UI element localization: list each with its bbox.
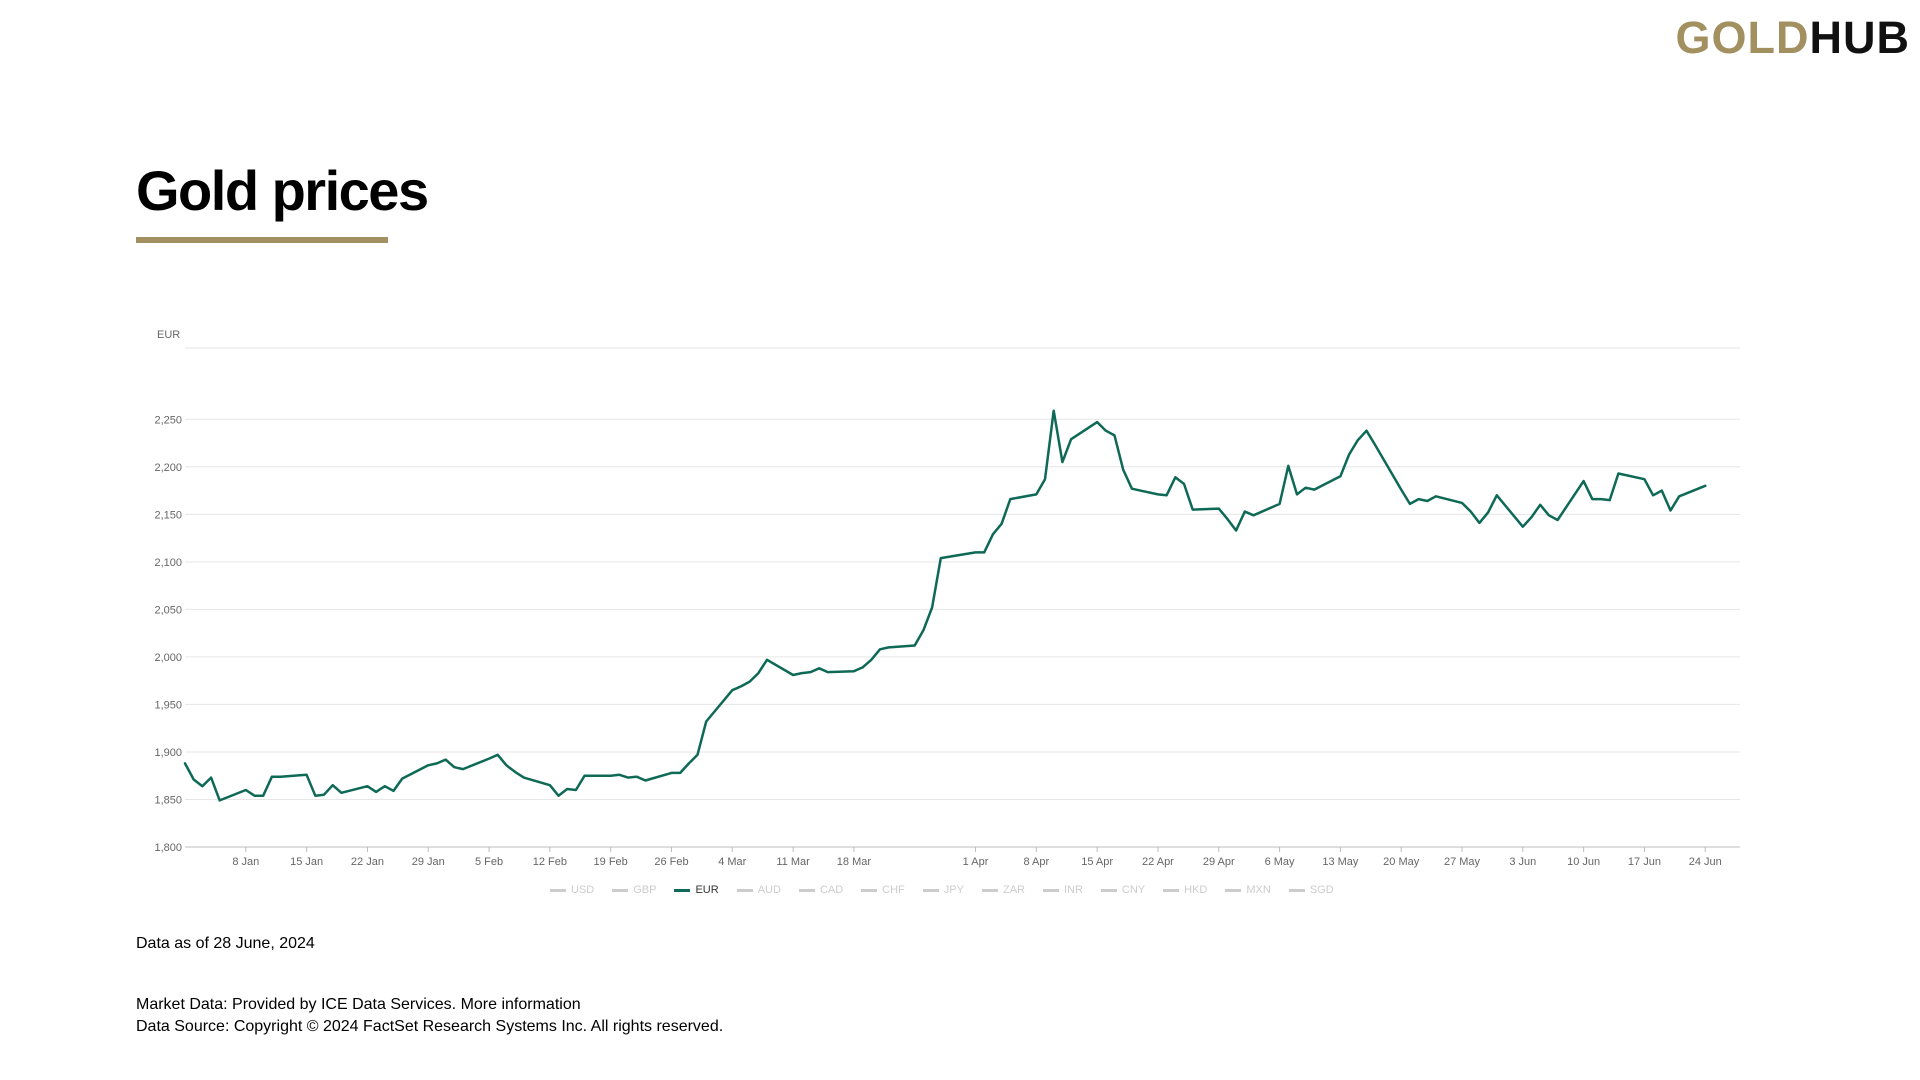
y-tick-label: 2,150 — [154, 509, 182, 521]
y-tick-label: 1,900 — [154, 747, 182, 759]
y-tick-label: 2,200 — [154, 462, 182, 474]
y-tick-label: 2,050 — [154, 604, 182, 616]
x-tick-label: 22 Jan — [351, 856, 384, 868]
x-tick-label: 29 Jan — [412, 856, 445, 868]
x-tick-label: 5 Feb — [475, 856, 503, 868]
x-tick-label: 8 Apr — [1023, 856, 1049, 868]
legend-label: CHF — [882, 884, 905, 896]
legend-item-chf[interactable]: CHF — [861, 884, 905, 896]
legend-swatch — [861, 888, 878, 892]
x-tick-label: 1 Apr — [963, 856, 989, 868]
x-tick-label: 3 Jun — [1509, 856, 1536, 868]
x-tick-label: 27 May — [1444, 856, 1481, 868]
legend-label: USD — [571, 884, 595, 896]
x-tick-label: 24 Jun — [1689, 856, 1722, 868]
y-tick-label: 2,100 — [154, 557, 182, 569]
x-tick-label: 11 Mar — [776, 856, 810, 868]
legend-swatch — [1100, 888, 1117, 892]
data-as-of-text: Data as of 28 June, 2024 — [136, 935, 315, 952]
legend-item-sgd[interactable]: SGD — [1288, 884, 1334, 896]
legend-item-gbp[interactable]: GBP — [612, 884, 656, 896]
series-line-eur — [183, 409, 1707, 802]
x-tick-label: 18 Mar — [837, 856, 872, 868]
x-tick-label: 22 Apr — [1142, 856, 1174, 868]
legend-swatch — [1288, 888, 1305, 892]
legend-label: GBP — [633, 884, 657, 896]
x-tick-label: 19 Feb — [594, 856, 628, 868]
legend-item-usd[interactable]: USD — [550, 884, 594, 896]
legend-item-mxn[interactable]: MXN — [1225, 884, 1271, 896]
legend-item-cad[interactable]: CAD — [798, 884, 844, 896]
currency-legend: USD GBP EUR AUD CAD CHF JPY ZAR INR CNY HKD MXN SGD — [550, 884, 1334, 896]
y-tick-label: 2,250 — [154, 414, 182, 426]
x-tick-label: 8 Jan — [232, 856, 259, 868]
legend-swatch — [1163, 888, 1180, 892]
market-data-line: Market Data: Provided by ICE Data Servic… — [136, 994, 723, 1016]
x-tick-label: 4 Mar — [718, 856, 746, 868]
legend-swatch — [798, 888, 815, 892]
y-tick-label: 1,950 — [154, 699, 182, 711]
x-tick-label: 10 Jun — [1567, 856, 1600, 868]
legend-label: CNY — [1121, 884, 1146, 896]
legend-swatch — [550, 888, 566, 892]
gold-price-chart: EUR 1,800 1,850 1,900 1,950 2,000 2,050 2,100 2,… — [154, 329, 1740, 868]
legend-label: EUR — [695, 884, 719, 896]
x-tick-label: 13 May — [1322, 856, 1359, 868]
title-underline — [136, 237, 388, 243]
x-tick-label: 15 Jan — [290, 856, 323, 868]
legend-label: HKD — [1184, 884, 1208, 896]
legend-label: JPY — [943, 884, 964, 896]
legend-swatch — [922, 888, 939, 892]
legend-swatch — [1225, 888, 1242, 892]
y-tick-label: 2,000 — [154, 652, 182, 664]
legend-swatch — [981, 888, 998, 892]
data-source-text: Data Source: Copyright © 2024 FactSet Re… — [136, 1018, 724, 1035]
x-tick-label: 26 Feb — [654, 856, 688, 868]
legend-item-inr[interactable]: INR — [1042, 884, 1083, 896]
legend-item-eur[interactable]: EUR — [674, 884, 719, 896]
y-tick-label: 1,800 — [154, 842, 182, 854]
legend-swatch — [736, 888, 753, 892]
goldhub-logo[interactable]: GOLDHUB — [1676, 12, 1911, 64]
legend-swatch — [674, 888, 691, 892]
footer: Market Data: Provided by ICE Data Servic… — [136, 994, 723, 1038]
legend-item-aud[interactable]: AUD — [736, 884, 781, 896]
x-tick-label: 29 Apr — [1203, 856, 1235, 868]
x-tick-label: 6 May — [1265, 856, 1295, 868]
legend-label: INR — [1063, 884, 1083, 896]
y-unit-label: EUR — [157, 329, 180, 341]
legend-label: AUD — [757, 884, 781, 896]
page-title: Gold prices — [136, 159, 429, 222]
x-tick-label: 17 Jun — [1628, 856, 1661, 868]
y-tick-label: 1,850 — [154, 794, 182, 806]
x-tick-label: 20 May — [1383, 856, 1420, 868]
legend-item-hkd[interactable]: HKD — [1163, 884, 1207, 896]
legend-item-zar[interactable]: ZAR — [981, 884, 1025, 896]
logo-gold-text: GOLD — [1675, 12, 1810, 63]
legend-label: SGD — [1309, 884, 1334, 896]
legend-label: ZAR — [1002, 884, 1025, 896]
market-data-text: Market Data: Provided by ICE Data Servic… — [136, 996, 457, 1013]
logo-hub-text: HUB — [1809, 12, 1910, 63]
legend-swatch — [1042, 888, 1059, 892]
x-tick-label: 15 Apr — [1081, 856, 1113, 868]
legend-item-cny[interactable]: CNY — [1100, 884, 1146, 896]
more-information-link[interactable]: More information — [460, 996, 581, 1013]
legend-label: CAD — [819, 884, 844, 896]
legend-swatch — [612, 888, 629, 892]
x-tick-label: 12 Feb — [533, 856, 567, 868]
legend-item-jpy[interactable]: JPY — [922, 884, 964, 896]
legend-label: MXN — [1246, 884, 1271, 896]
